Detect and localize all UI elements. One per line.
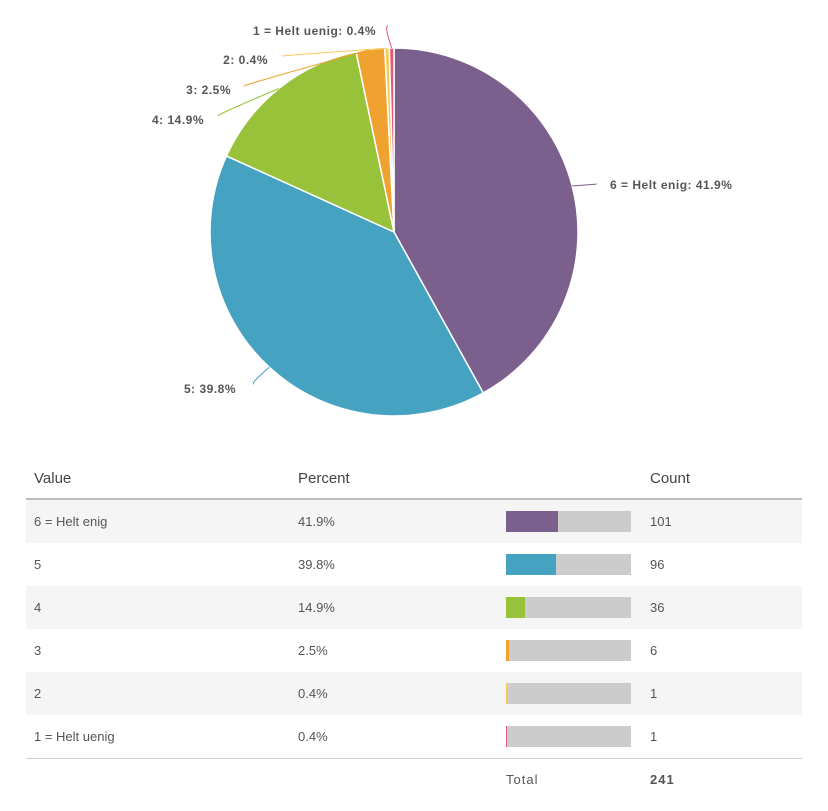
header-bar — [498, 458, 642, 500]
slice-leader-line — [572, 183, 598, 187]
row-count: 96 — [650, 557, 665, 572]
slice-leader-line — [217, 88, 280, 117]
table-row: 6 = Helt enig 41.9% 101 — [26, 499, 802, 543]
row-percent: 41.9% — [290, 499, 498, 543]
row-value: 1 = Helt uenig — [26, 715, 290, 759]
row-value: 3 — [34, 643, 42, 658]
table-header-row: Value Percent Count — [26, 458, 802, 500]
percent-bar-fill — [506, 683, 507, 704]
percent-bar-track — [506, 511, 631, 532]
pie-chart: 6 = Helt enig: 41.9% 5: 39.8% 4: 14.9% 3: 2… — [152, 24, 732, 417]
row-percent: 0.4% — [290, 715, 498, 759]
row-count: 1 — [642, 715, 802, 759]
results-table: Value Percent Count 6 = Helt enig 41.9% 10… — [26, 458, 802, 799]
pie-slice — [209, 154, 485, 417]
percent-bar-fill — [506, 597, 525, 618]
row-value: 2 — [26, 672, 290, 715]
row-percent: 0.4% — [290, 672, 498, 715]
percent-bar-track — [506, 640, 631, 661]
percent-bar-track — [506, 597, 631, 618]
table-row: 4 14.9% 36 — [26, 586, 802, 629]
slice-label: 5: 39.8% — [184, 382, 236, 396]
slice-leader-line — [243, 49, 371, 87]
total-label: Total — [506, 771, 539, 787]
percent-bar-track — [506, 726, 631, 747]
row-bar-cell — [498, 586, 642, 629]
row-bar-cell — [498, 543, 642, 586]
row-percent: 14.9% — [290, 586, 498, 629]
slice-leader-line — [252, 366, 270, 385]
table-row: 5 39.8% 96 — [26, 543, 802, 586]
header-value: Value — [26, 458, 290, 500]
row-bar-cell — [498, 499, 642, 543]
row-percent: 39.8% — [298, 557, 335, 572]
table-row: 2 0.4% 1 — [26, 672, 802, 715]
percent-bar-fill — [506, 554, 556, 575]
slice-label: 6 = Helt enig: 41.9% — [610, 178, 732, 192]
row-bar-cell — [498, 715, 642, 759]
percent-bar-fill — [506, 726, 507, 747]
table-row: 3 2.5% 6 — [26, 629, 802, 672]
slice-label: 4: 14.9% — [152, 113, 204, 127]
row-bar-cell — [498, 629, 642, 672]
slice-label: 3: 2.5% — [186, 83, 231, 97]
percent-bar-track — [506, 554, 631, 575]
row-count: 101 — [642, 499, 802, 543]
slice-leader-line — [386, 25, 393, 49]
total-row: Total 241 — [26, 759, 802, 800]
row-count: 1 — [642, 672, 802, 715]
row-count: 36 — [642, 586, 802, 629]
slice-label: 2: 0.4% — [223, 53, 268, 67]
header-count: Count — [642, 458, 802, 500]
percent-bar-fill — [506, 640, 510, 661]
row-value: 4 — [26, 586, 290, 629]
row-percent: 2.5% — [298, 643, 328, 658]
total-count: 241 — [650, 771, 675, 787]
row-count: 6 — [650, 643, 658, 658]
row-value: 5 — [34, 557, 42, 572]
slice-leader-line — [281, 47, 388, 57]
slice-label: 1 = Helt uenig: 0.4% — [253, 24, 376, 38]
header-percent: Percent — [290, 458, 498, 500]
percent-bar-fill — [506, 511, 559, 532]
pie-slice — [393, 47, 579, 394]
percent-bar-track — [506, 683, 631, 704]
row-value: 6 = Helt enig — [26, 499, 290, 543]
row-bar-cell — [498, 672, 642, 715]
table-row: 1 = Helt uenig 0.4% 1 — [26, 715, 802, 759]
